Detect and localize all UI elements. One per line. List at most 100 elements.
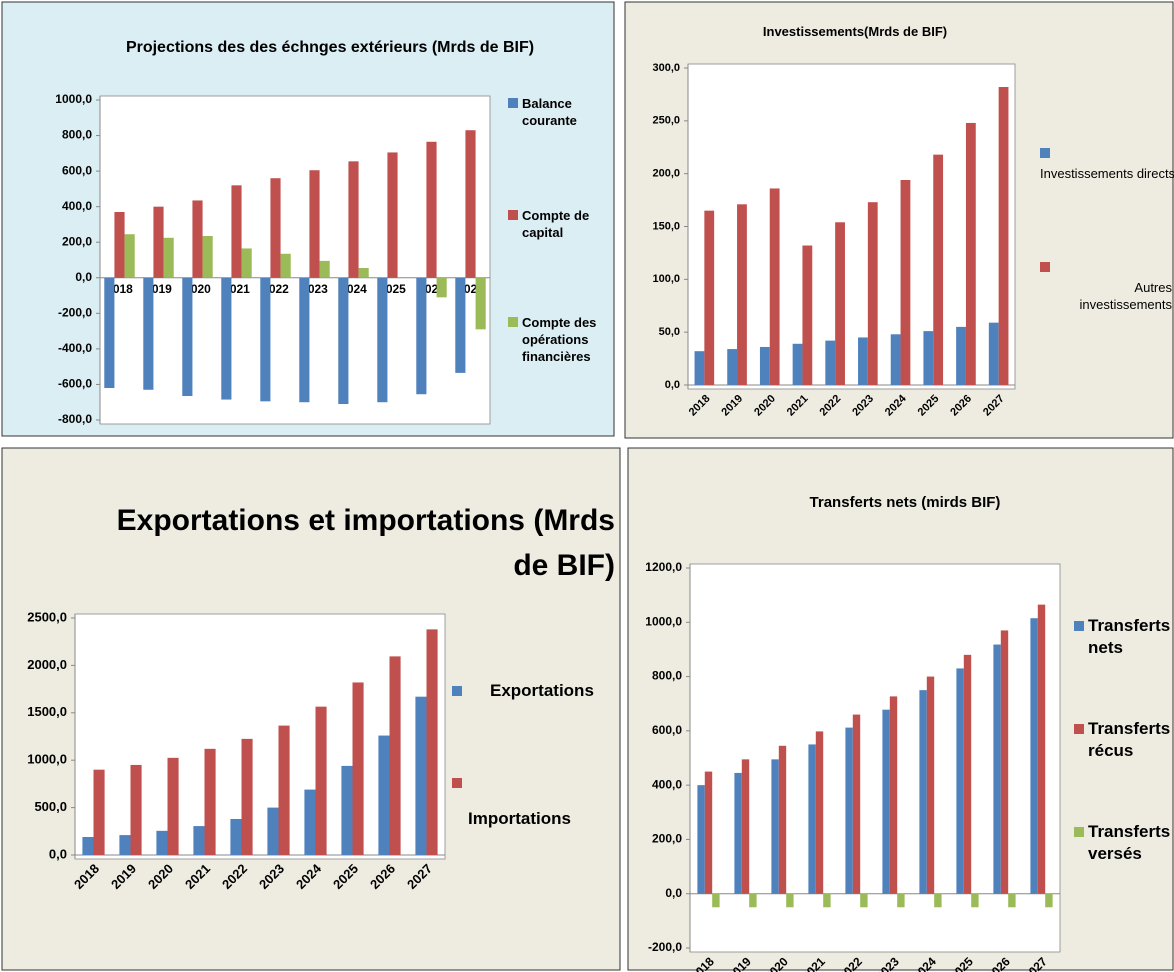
legend-swatch [1074, 724, 1084, 734]
bar [230, 818, 242, 855]
bar [882, 709, 890, 894]
bar [426, 629, 438, 855]
text-box: Compte de capital [508, 208, 608, 242]
y-tick-label: 400,0 [652, 777, 682, 791]
y-tick-label: -200,0 [58, 306, 92, 320]
y-tick-label: -200,0 [648, 940, 682, 954]
chart-title: Projections des des échnges extérieurs (… [125, 39, 535, 56]
legend-label: Exportations [490, 681, 594, 700]
bar [280, 253, 291, 278]
bar [341, 765, 353, 855]
bar [315, 706, 327, 855]
y-tick-label: 100,0 [652, 273, 680, 285]
bar [167, 757, 179, 855]
bar [900, 180, 911, 385]
bar [348, 161, 359, 278]
bar [971, 893, 979, 908]
chart-title: Exportations et importations (Mrds de BI… [116, 504, 615, 582]
bar [389, 656, 401, 855]
bar [923, 331, 934, 385]
bar [825, 340, 836, 385]
bar [455, 277, 466, 373]
legend-item: Transferts récus [1074, 718, 1174, 762]
bar [727, 349, 738, 385]
legend-label: Compte de capital [522, 208, 590, 240]
bar [114, 212, 125, 278]
bar [156, 830, 168, 855]
bar [845, 727, 853, 894]
bar [694, 351, 705, 385]
bar [993, 644, 1001, 894]
text-box: Transferts récus [1074, 718, 1174, 762]
y-tick-label: 0,0 [75, 270, 92, 284]
legend-item: Compte de capital [508, 208, 608, 242]
y-tick-label: 150,0 [652, 220, 680, 232]
y-tick-label: 200,0 [652, 832, 682, 846]
legend-swatch [452, 778, 462, 788]
bar [93, 769, 105, 855]
bar [231, 185, 242, 278]
text-box: Investissements directs [1040, 148, 1174, 181]
legend-item: Compte des opérations financières [508, 315, 608, 366]
bar [926, 676, 935, 894]
bar [737, 204, 747, 385]
bar [1008, 893, 1016, 908]
legend-label: Importations [468, 809, 571, 828]
bar [130, 764, 142, 855]
y-tick-label: 200,0 [652, 168, 680, 180]
bar [119, 835, 131, 855]
bar [704, 771, 713, 894]
bar [1045, 893, 1053, 908]
bar [934, 893, 942, 908]
bar [963, 654, 972, 894]
y-tick-label: 800,0 [62, 128, 92, 142]
y-tick-label: 300,0 [652, 62, 680, 74]
y-tick-label: 400,0 [62, 199, 92, 213]
legend-swatch [452, 686, 462, 696]
bar [415, 696, 427, 855]
bar [749, 893, 757, 908]
bar [815, 731, 824, 894]
text-box: Transferts nets (mirds BIF) [810, 494, 1001, 511]
chart-title: Investissements(Mrds de BIF) [762, 24, 948, 39]
bar [712, 893, 720, 908]
y-tick-label: 0,0 [665, 379, 680, 391]
bar [221, 277, 232, 400]
legend-item: Importations [452, 778, 612, 830]
bar [416, 277, 427, 395]
bar [808, 744, 816, 894]
legend-item: Transferts nets [1074, 615, 1174, 659]
bar [852, 714, 861, 894]
bar [163, 237, 174, 278]
bar [143, 277, 154, 390]
legend-label: Autres investissements [1079, 280, 1172, 312]
bar [858, 337, 868, 385]
text-box: Exportations [452, 680, 612, 702]
legend-label: Investissements directs [1040, 166, 1174, 181]
y-tick-label: -600,0 [58, 377, 92, 391]
y-tick-label: 1000,0 [55, 92, 92, 106]
bar [124, 234, 135, 278]
bar [338, 277, 349, 404]
text-box: Exportations et importations (Mrds de BI… [116, 504, 615, 582]
bar [802, 245, 813, 385]
y-tick-label: 0,0 [49, 846, 67, 861]
bar [299, 277, 310, 403]
legend-label: Transferts nets [1088, 616, 1171, 658]
bar [890, 334, 901, 385]
bar [933, 154, 944, 385]
bar [241, 738, 253, 855]
bar [860, 893, 868, 908]
legend-swatch [1040, 262, 1050, 272]
bar [278, 725, 290, 855]
legend-label: Transferts versés [1088, 822, 1171, 864]
bar [965, 122, 976, 386]
bar [202, 236, 213, 278]
bar [778, 745, 787, 894]
bar [823, 893, 831, 908]
bar [309, 170, 320, 278]
y-tick-label: -800,0 [58, 412, 92, 426]
bar [104, 277, 115, 388]
legend-item: Exportations [452, 680, 612, 702]
bar [260, 277, 271, 402]
